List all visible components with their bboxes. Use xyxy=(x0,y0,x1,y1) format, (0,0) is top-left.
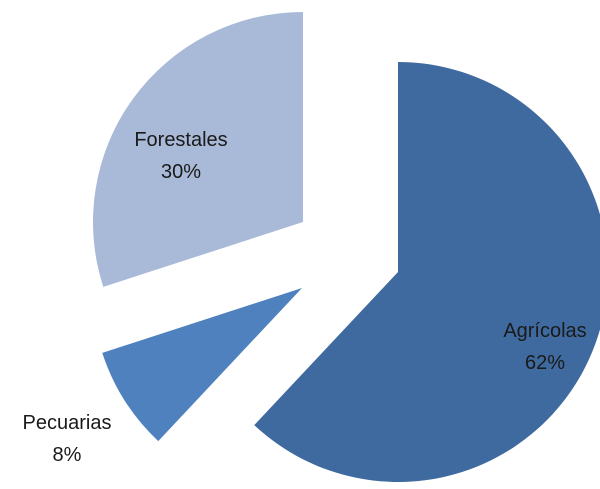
pie-slice-agricolas xyxy=(254,62,600,482)
slices-layer xyxy=(93,12,600,482)
slice-label-forestales: Forestales 30% xyxy=(134,129,227,183)
slice-label-pecuarias: Pecuarias 8% xyxy=(23,412,112,466)
slice-name: Pecuarias xyxy=(23,412,112,434)
slice-label-agricolas: Agrícolas 62% xyxy=(503,320,586,374)
slice-percent: 30% xyxy=(161,161,201,183)
slice-percent: 8% xyxy=(53,444,82,466)
slice-percent: 62% xyxy=(525,352,565,374)
labels-layer: Agrícolas 62% Pecuarias 8% Forestales 30% xyxy=(23,129,587,466)
pie-slice-pecuarias xyxy=(102,288,302,442)
slice-name: Forestales xyxy=(134,129,227,151)
slice-name: Agrícolas xyxy=(503,320,586,342)
pie-slice-forestales xyxy=(93,12,303,287)
